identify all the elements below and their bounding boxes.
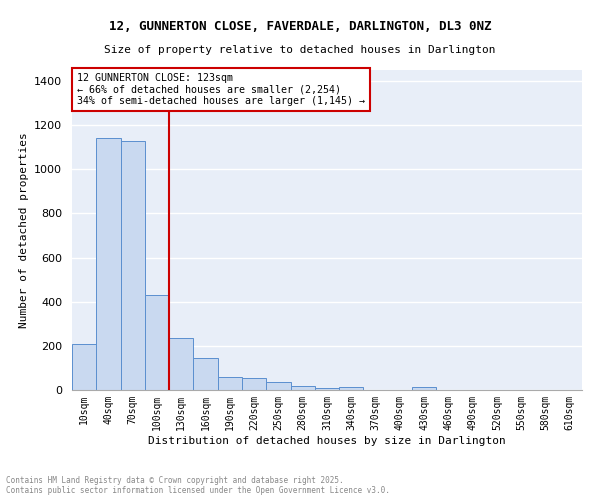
Bar	[218, 377, 242, 390]
Bar	[169, 338, 193, 390]
X-axis label: Distribution of detached houses by size in Darlington: Distribution of detached houses by size …	[148, 436, 506, 446]
Y-axis label: Number of detached properties: Number of detached properties	[19, 132, 29, 328]
Bar	[266, 382, 290, 390]
Text: Size of property relative to detached houses in Darlington: Size of property relative to detached ho…	[104, 45, 496, 55]
Bar	[72, 344, 96, 390]
Bar	[290, 386, 315, 390]
Bar	[339, 386, 364, 390]
Text: 12, GUNNERTON CLOSE, FAVERDALE, DARLINGTON, DL3 0NZ: 12, GUNNERTON CLOSE, FAVERDALE, DARLINGT…	[109, 20, 491, 33]
Bar	[193, 358, 218, 390]
Bar	[242, 378, 266, 390]
Text: 12 GUNNERTON CLOSE: 123sqm
← 66% of detached houses are smaller (2,254)
34% of s: 12 GUNNERTON CLOSE: 123sqm ← 66% of deta…	[77, 73, 365, 106]
Text: Contains HM Land Registry data © Crown copyright and database right 2025.
Contai: Contains HM Land Registry data © Crown c…	[6, 476, 390, 495]
Bar	[412, 388, 436, 390]
Bar	[145, 295, 169, 390]
Bar	[96, 138, 121, 390]
Bar	[121, 140, 145, 390]
Bar	[315, 388, 339, 390]
